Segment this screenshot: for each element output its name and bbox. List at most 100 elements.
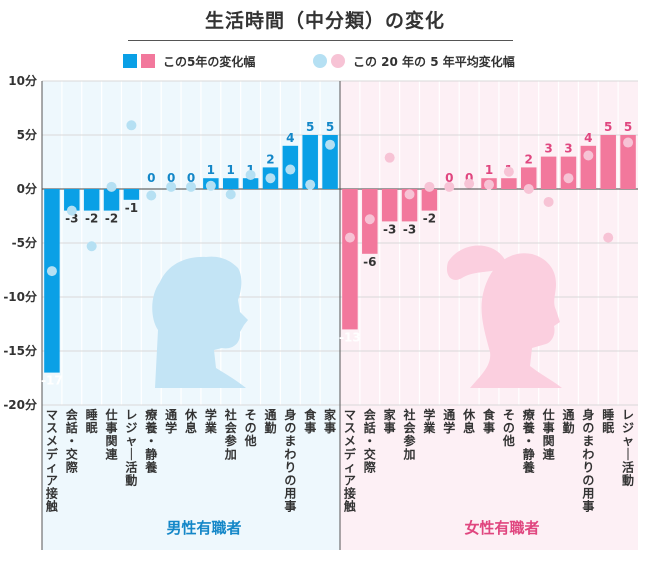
- bar: [381, 189, 398, 222]
- avg-dot: [563, 173, 574, 184]
- bar-value-label: -3: [383, 222, 396, 236]
- avg-dot: [285, 164, 296, 175]
- category-label: 学業: [422, 407, 436, 435]
- bar-value-label: 1: [227, 163, 235, 177]
- category-label: 療養・静養: [144, 407, 157, 474]
- legend-swatch-male-bar: [123, 54, 137, 68]
- bar-value-label: -3: [65, 212, 78, 226]
- bar: [501, 178, 517, 189]
- category-label: 学業: [204, 407, 218, 435]
- bar-value-label: 2: [525, 152, 533, 166]
- bar: [103, 189, 120, 211]
- avg-dot: [66, 205, 77, 216]
- bar-value-label: 0: [187, 171, 195, 185]
- avg-dot: [265, 173, 276, 184]
- avg-dot: [86, 241, 97, 252]
- bar-value-label: 5: [326, 120, 334, 134]
- avg-dot: [186, 181, 196, 192]
- avg-dot: [46, 266, 57, 277]
- bar: [302, 135, 318, 189]
- bar: [342, 189, 358, 330]
- avg-dot: [424, 181, 435, 192]
- bar: [242, 178, 259, 189]
- avg-dot: [583, 150, 594, 161]
- bar-value-label: -2: [105, 212, 118, 226]
- bar: [600, 135, 616, 189]
- bar: [44, 189, 60, 373]
- bar-value-label: 1: [485, 163, 493, 177]
- legend-swatch-female-bar: [141, 54, 155, 68]
- y-tick-label: -20分: [3, 397, 37, 412]
- category-label: 会話・交際: [364, 407, 377, 474]
- bar-value-label: -1: [125, 201, 138, 215]
- bar-value-label: -6: [363, 255, 376, 269]
- category-label: 通勤: [264, 407, 276, 435]
- category-label: 仕事関連: [542, 407, 556, 461]
- panel-male: -17 マスメディア接触 -3 会話・交際 -2 睡眠 -2 仕事関連 -1 レジャ｜活動 0 療養・…: [41, 80, 340, 550]
- female-silhouette: [470, 253, 562, 388]
- category-label: レジャ｜活動: [125, 408, 137, 488]
- bar-value-label: 4: [584, 131, 592, 145]
- y-tick-label: 0分: [17, 181, 37, 196]
- chart-title: 生活時間（中分類）の変化: [204, 10, 445, 32]
- category-label: 療養・静養: [522, 407, 535, 474]
- bar: [421, 189, 438, 211]
- category-label: 休息: [184, 407, 198, 435]
- bar-value-label: 4: [286, 131, 294, 145]
- bar: [322, 135, 338, 189]
- category-label: 通学: [443, 407, 455, 435]
- avg-dot: [126, 120, 137, 131]
- y-tick-label: -10分: [3, 289, 37, 304]
- avg-dot: [205, 180, 216, 191]
- panel-title: 男性有職者: [166, 519, 241, 537]
- category-label: 身のまわりの用事: [283, 407, 296, 514]
- bar-value-label: -2: [85, 212, 98, 226]
- bar-value-label: 5: [306, 120, 314, 134]
- category-label: 通学: [165, 407, 177, 435]
- y-tick-label: 5分: [17, 127, 37, 142]
- avg-dot: [464, 178, 475, 189]
- ponytail-silhouette: [446, 245, 506, 281]
- panel-female: -13 マスメディア接触 -6 会話・交際 -3 家事 -3 社会参加 -2 学業 0 通学 0 休息 1 食…: [339, 80, 638, 550]
- y-tick-label: -15分: [3, 343, 37, 358]
- y-tick-label: -5分: [12, 235, 37, 250]
- bar-value-label: -3: [403, 222, 416, 236]
- bar: [540, 156, 557, 189]
- bar-value-label: 2: [266, 152, 274, 166]
- bar-value-label: 3: [544, 142, 552, 156]
- bar-value-label: 5: [604, 120, 612, 134]
- category-label: 家事: [384, 407, 397, 435]
- avg-dot: [344, 232, 355, 243]
- avg-dot: [523, 184, 534, 194]
- legend-dots-label: この 20 年の 5 年平均変化幅: [353, 54, 515, 69]
- category-label: 休息: [462, 407, 476, 435]
- avg-dot: [146, 190, 157, 201]
- bar-value-label: 1: [207, 163, 215, 177]
- category-label: 食事: [482, 407, 496, 435]
- bar: [64, 189, 80, 211]
- bar: [620, 135, 636, 189]
- category-label: その他: [502, 408, 515, 448]
- avg-dot: [325, 139, 336, 150]
- avg-dot: [603, 232, 614, 243]
- legend-dot-female: [331, 54, 345, 68]
- category-label: 睡眠: [602, 407, 614, 435]
- bar-value-label: 0: [167, 171, 175, 185]
- category-label: 食事: [303, 407, 317, 435]
- legend-dots: この 20 年の 5 年平均変化幅: [313, 52, 515, 70]
- category-label: その他: [244, 408, 257, 448]
- category-label: 睡眠: [86, 407, 98, 435]
- category-label: レジャ｜活動: [622, 408, 634, 488]
- legend-dot-male: [313, 54, 327, 68]
- category-label: 身のまわりの用事: [581, 407, 594, 514]
- category-label: 社会参加: [224, 407, 238, 461]
- legend-bars: この5年の変化幅: [123, 52, 255, 70]
- avg-dot: [543, 196, 554, 207]
- category-label: 仕事関連: [105, 407, 119, 461]
- bar-value-label: -13: [339, 330, 361, 344]
- bar-value-label: 3: [564, 142, 572, 156]
- bar: [123, 189, 140, 200]
- avg-dot: [245, 169, 256, 180]
- panel-title: 女性有職者: [464, 519, 539, 537]
